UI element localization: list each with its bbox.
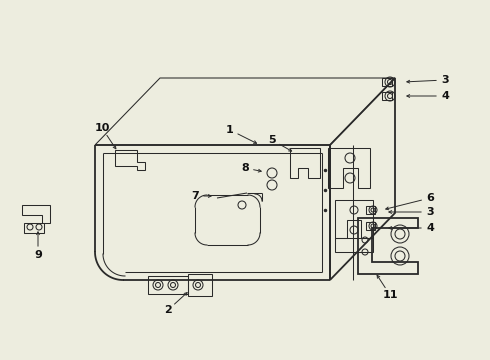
- Text: 9: 9: [34, 250, 42, 260]
- Text: 4: 4: [441, 91, 449, 101]
- Text: 5: 5: [268, 135, 276, 145]
- Text: 4: 4: [426, 223, 434, 233]
- Text: 3: 3: [441, 75, 449, 85]
- Text: 2: 2: [164, 305, 172, 315]
- Text: 3: 3: [426, 207, 434, 217]
- Text: 7: 7: [191, 191, 199, 201]
- Text: 10: 10: [94, 123, 110, 133]
- Text: 1: 1: [226, 125, 234, 135]
- Text: 6: 6: [426, 193, 434, 203]
- Text: 8: 8: [241, 163, 249, 173]
- Text: 11: 11: [382, 290, 398, 300]
